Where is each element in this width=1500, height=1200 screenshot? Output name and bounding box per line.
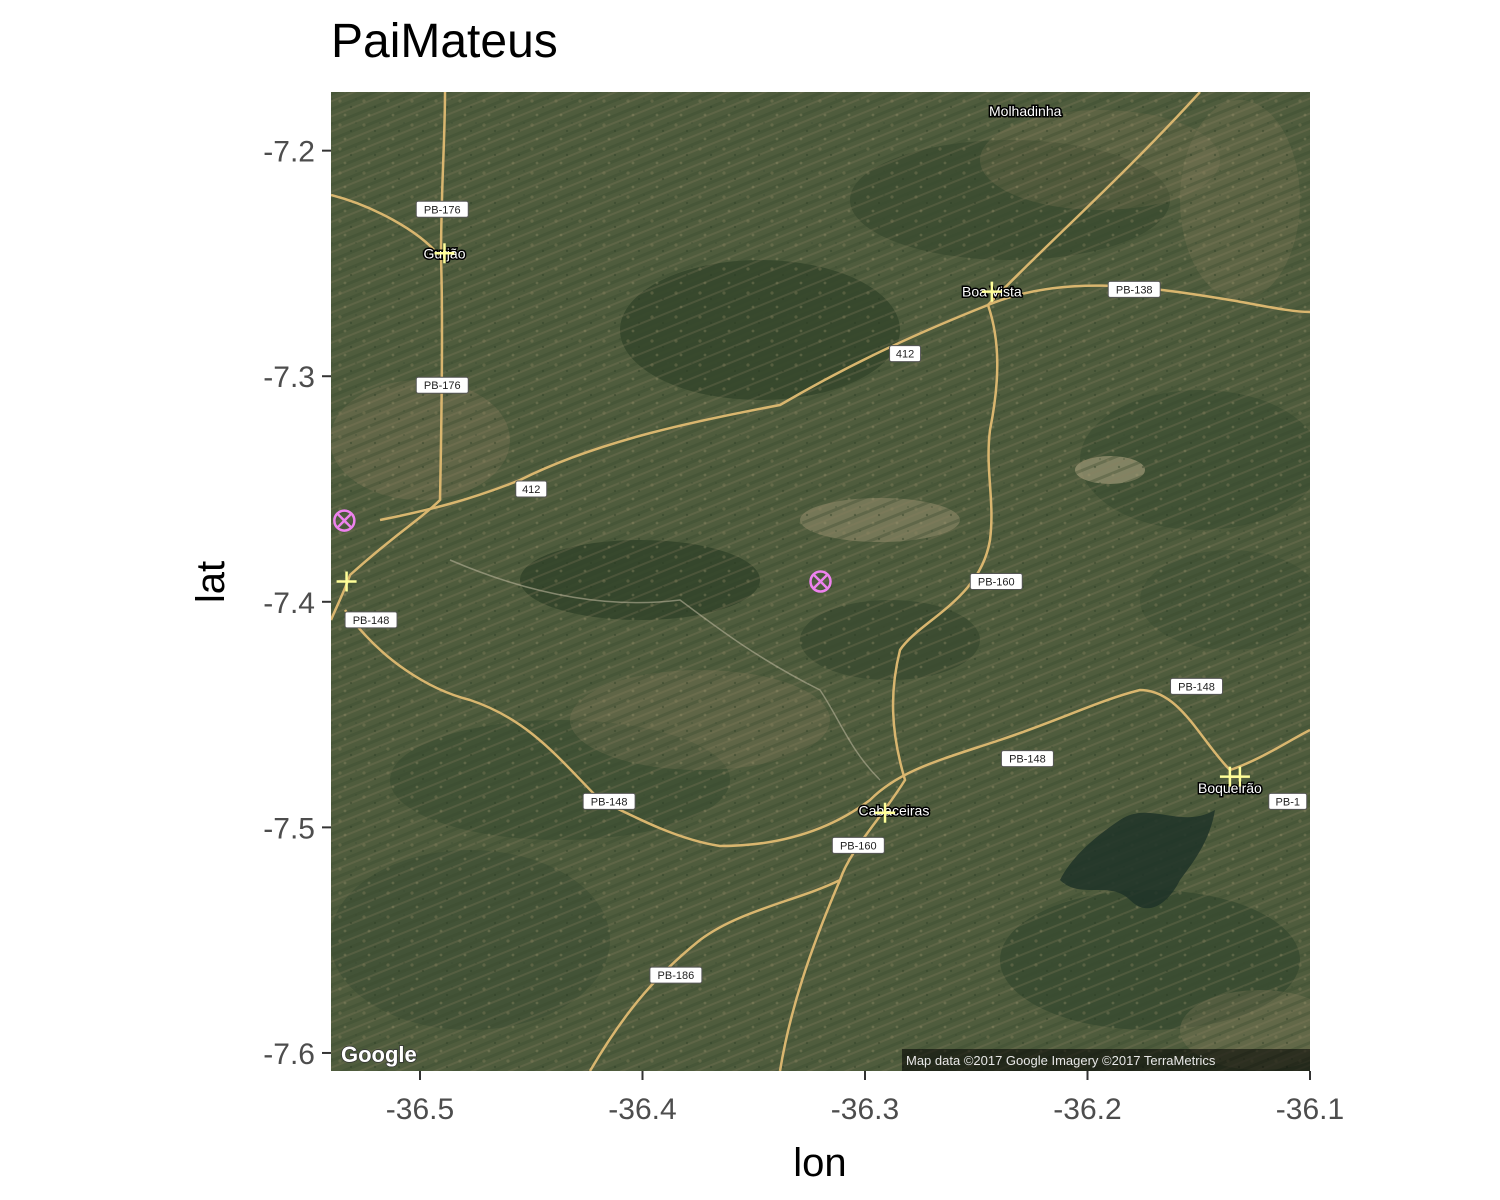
place-labels: MolhadinhaGurjãoBoa VistaCabaceirasBoque… [422,102,1264,820]
road-shield-label: PB-176 [424,380,461,392]
road-shield: PB-148 [582,792,636,810]
x-tick-label: -36.3 [831,1093,899,1126]
circle-cross-marker [333,509,356,532]
road-shield: PB-148 [1000,750,1054,768]
reservoir-water [1060,810,1215,909]
road-shield: PB-148 [1170,677,1224,695]
road-shield-label: PB-186 [658,970,695,982]
road-shield: PB-148 [344,611,398,629]
circle-markers [333,509,832,593]
road-shield-bg [344,611,398,629]
road-shield: PB-186 [649,966,703,984]
x-tick-label: -36.4 [608,1093,676,1126]
cross-marker [1229,766,1250,787]
cross-marker [336,571,357,592]
road-shield-label: 412 [896,349,914,361]
road-shield-label: PB-138 [1116,284,1153,296]
attribution-text: Map data ©2017 Google Imagery ©2017 Terr… [906,1053,1216,1068]
road-shield: PB-160 [969,573,1023,590]
y-tick-label: -7.4 [263,587,315,620]
map-attribution: Map data ©2017 Google Imagery ©2017 Terr… [902,1049,1310,1071]
place-label: Molhadinha [989,103,1062,119]
road-shield-bg [515,480,548,498]
road-shield-label: PB-148 [1009,754,1046,766]
y-tick-label: -7.2 [263,136,315,169]
road-shield-bg [1000,750,1054,768]
x-tick-label: -36.5 [386,1093,454,1126]
x-axis: -36.5 -36.4 -36.3 -36.2 -36.1 [386,1071,1344,1126]
road-shield: PB-160 [831,836,885,854]
road-shield-label: PB-148 [591,796,628,808]
road-shield-bg [415,200,469,218]
road-shield-label: PB-160 [978,577,1015,589]
road-shield: PB-176 [415,200,469,218]
road-shield-bg [582,792,636,810]
cross-marker [981,281,1002,302]
road-shield-label: PB-176 [424,204,461,216]
road-shield-label: PB-148 [353,615,390,627]
road-shield: 412 [515,480,548,498]
road-shield-label: 412 [522,484,540,496]
road-shield-bg [649,966,703,984]
road-shield-label: PB-1 [1276,796,1300,808]
place-label: Boqueirão [1198,780,1262,796]
road-shield-bg [969,573,1023,590]
y-tick-label: -7.5 [263,812,315,845]
cross-markers [336,243,1250,823]
cross-marker [434,243,455,264]
google-logo-text: Google [341,1042,417,1067]
road-shield-label: PB-148 [1178,681,1215,693]
y-axis-title: lat [189,561,233,603]
x-axis-title: lon [793,1141,846,1185]
road-shield-label: PB-160 [840,840,877,852]
road-shield: PB-1 [1268,792,1308,810]
x-tick-label: -36.2 [1053,1093,1121,1126]
road-shield-bg [415,376,469,394]
cross-marker [875,802,896,823]
plot-title: PaiMateus [331,15,558,68]
x-tick-label: -36.1 [1276,1093,1344,1126]
google-logo: Google [340,1041,417,1068]
road-shield: 412 [889,345,922,363]
road-shield-bg [831,836,885,854]
road-shield-bg [1268,792,1308,810]
place-label: Cabaceiras [859,802,930,818]
road-shield: PB-138 [1107,280,1161,298]
y-tick-label: -7.6 [263,1038,315,1071]
y-axis: -7.2 -7.3 -7.4 -7.5 -7.6 [263,136,331,1071]
road-shield-bg [1107,280,1161,298]
circle-cross-marker [809,570,832,593]
roads [331,92,1310,1071]
satellite-basemap [331,92,1310,1071]
road-shield: PB-176 [415,376,469,394]
y-tick-label: -7.3 [263,361,315,394]
road-shield-bg [889,345,922,363]
road-shields: PB-176 PB-176 412 412 PB-138 PB-160 PB-148 PB-1… [344,200,1308,984]
river [449,559,881,781]
road-shield-bg [1170,677,1224,695]
